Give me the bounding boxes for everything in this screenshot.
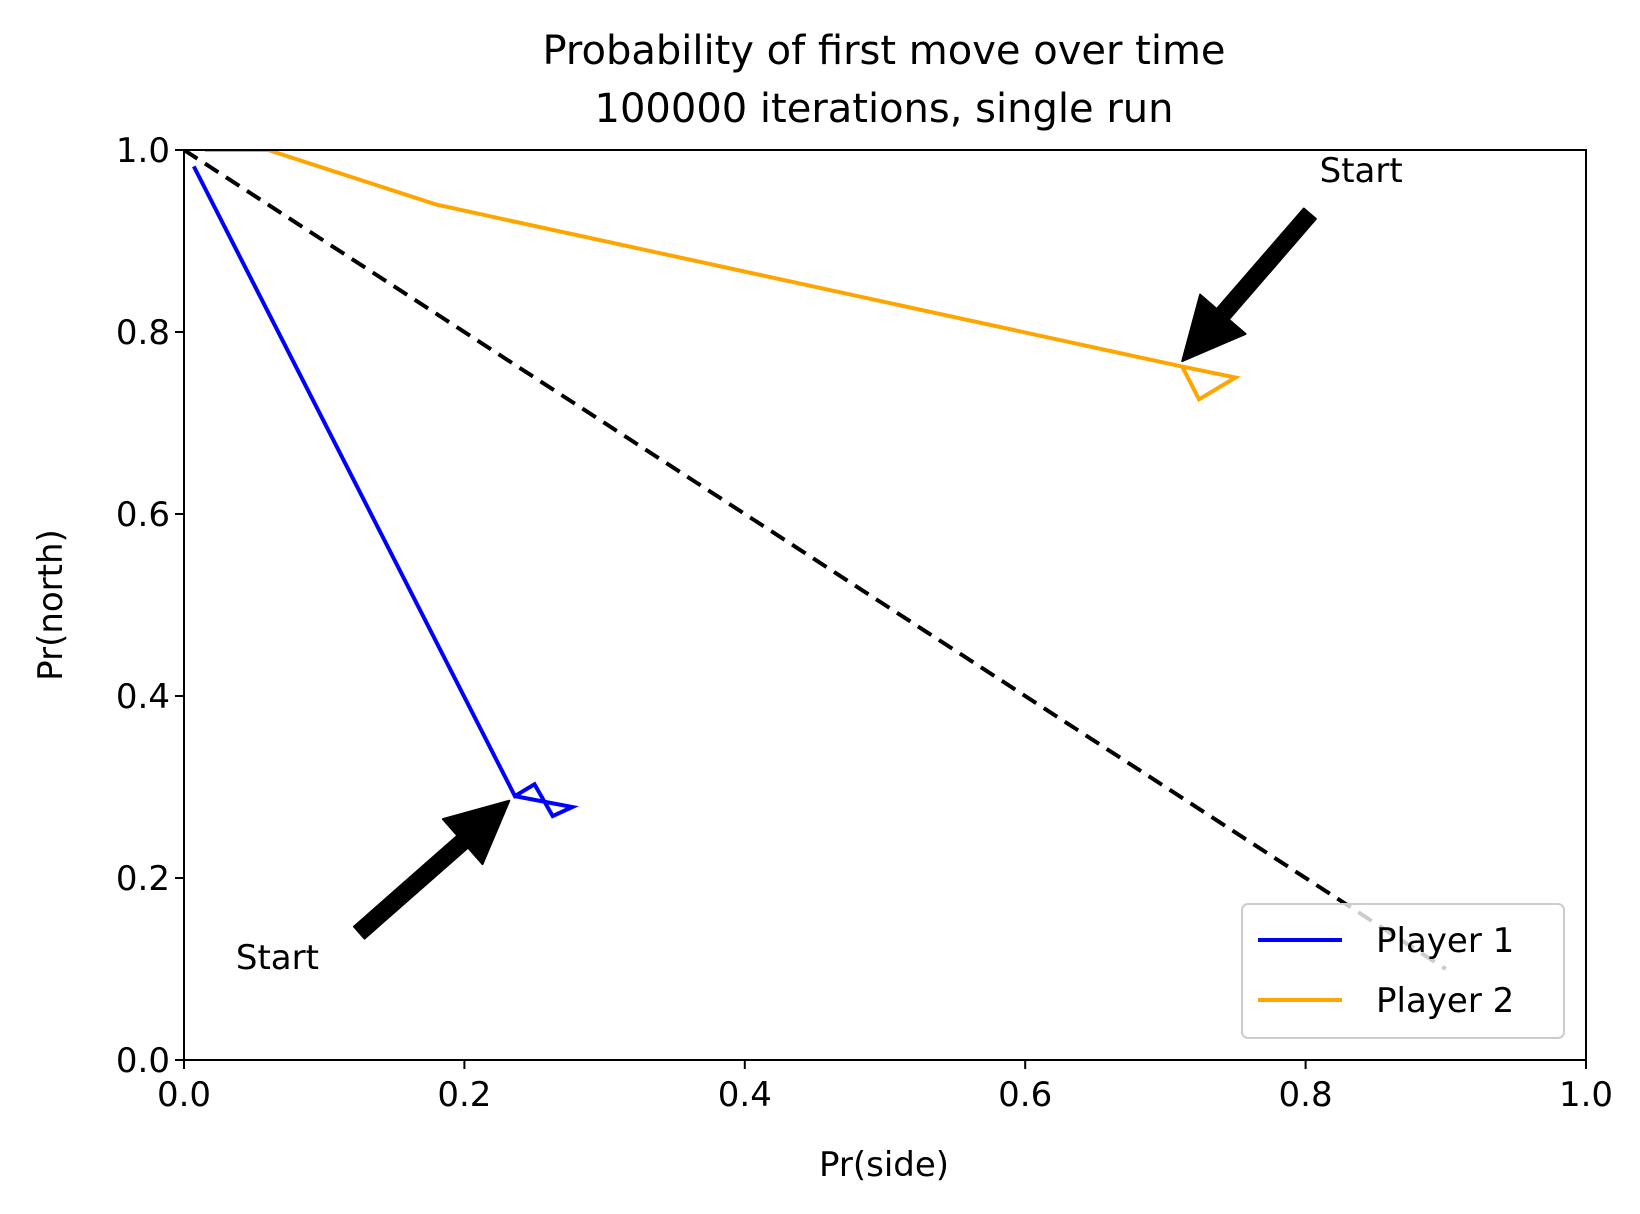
chart-subtitle: 100000 iterations, single run [595, 86, 1174, 132]
legend: Player 1 Player 2 [1241, 903, 1565, 1039]
plot-frame [183, 149, 1587, 1061]
legend-label-player-1: Player 1 [1376, 921, 1514, 961]
y-tick-label: 0.0 [116, 1041, 170, 1081]
annotation-label: Start [236, 938, 319, 978]
annotation-label: Start [1320, 151, 1403, 191]
series-line-player-1 [192, 165, 579, 819]
legend-box [1241, 903, 1565, 1039]
plot-data-layer [184, 150, 1447, 971]
y-axis-label: Pr(north) [31, 529, 71, 681]
legend-label-player-2: Player 2 [1376, 981, 1514, 1021]
series-line-player-2 [205, 150, 1241, 403]
x-tick-label: 0.4 [718, 1075, 772, 1115]
chart-title: Probability of first move over time [542, 28, 1225, 74]
annotations-layer: Start Start [236, 151, 1403, 978]
y-tick-label: 0.4 [116, 677, 170, 717]
reference-line [184, 150, 1447, 971]
y-axis: 0.0 0.2 0.4 0.6 0.8 1.0 [116, 131, 184, 1081]
annotation-arrow [353, 799, 511, 940]
x-axis: 0.0 0.2 0.4 0.6 0.8 1.0 [157, 1060, 1613, 1115]
y-tick-label: 0.6 [116, 495, 170, 535]
y-tick-label: 1.0 [116, 131, 170, 171]
y-tick-label: 0.8 [116, 313, 170, 353]
x-tick-label: 1.0 [1559, 1075, 1613, 1115]
x-tick-label: 0.8 [1279, 1075, 1333, 1115]
x-axis-label: Pr(side) [819, 1145, 949, 1185]
x-tick-label: 0.6 [998, 1075, 1052, 1115]
x-tick-label: 0.0 [157, 1075, 211, 1115]
y-tick-label: 0.2 [116, 859, 170, 899]
x-tick-label: 0.2 [437, 1075, 491, 1115]
annotation-arrow [1181, 207, 1317, 363]
